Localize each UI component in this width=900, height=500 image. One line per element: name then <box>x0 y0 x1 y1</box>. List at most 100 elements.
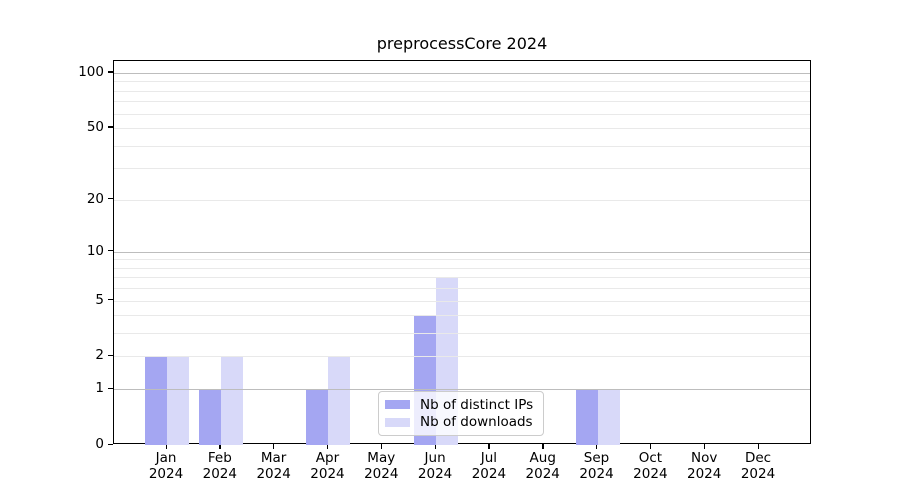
gridline-minor-30 <box>114 168 810 170</box>
gridline-minor-5 <box>114 300 810 302</box>
x-tick-mark-oct <box>649 444 652 449</box>
gridline-minor-3 <box>114 333 810 335</box>
y-tick-label-5: 5 <box>95 291 104 308</box>
x-tick-month: May <box>367 450 396 466</box>
x-tick-year: 2024 <box>740 466 776 482</box>
x-tick-month: Jul <box>480 450 498 466</box>
x-tick-month: Oct <box>638 450 663 466</box>
x-tick-month: Aug <box>529 450 556 466</box>
gridline-minor-60 <box>114 113 810 115</box>
x-tick-month: Dec <box>744 450 772 466</box>
bar-jan-ips <box>145 356 167 445</box>
x-tick-year: 2024 <box>686 466 722 482</box>
y-tick-label-20: 20 <box>86 190 104 207</box>
legend-label: Nb of downloads <box>420 414 533 431</box>
gridline-major-1 <box>114 389 810 391</box>
x-tick-label-may: May 2024 <box>349 450 413 482</box>
y-tick-mark-0 <box>108 443 113 445</box>
gridline-minor-40 <box>114 145 810 147</box>
x-tick-label-apr: Apr 2024 <box>295 450 359 482</box>
y-tick-mark-1 <box>108 387 113 389</box>
y-tick-mark-50 <box>108 126 113 128</box>
x-tick-label-jan: Jan 2024 <box>134 450 198 482</box>
x-tick-year: 2024 <box>256 466 291 482</box>
x-tick-label-aug: Aug 2024 <box>511 450 575 482</box>
x-tick-year: 2024 <box>525 466 560 482</box>
x-tick-month: Nov <box>690 450 718 466</box>
legend-entry-ips: Nb of distinct IPs <box>385 396 537 413</box>
x-tick-month: Apr <box>315 450 340 466</box>
x-tick-year: 2024 <box>310 466 345 482</box>
x-tick-mark-jan <box>165 444 167 449</box>
legend-entry-downloads: Nb of downloads <box>385 414 537 431</box>
gridline-major-10 <box>114 251 810 253</box>
x-tick-mark-jul <box>488 444 490 449</box>
bar-sep-downloads <box>597 389 620 445</box>
y-tick-label-100: 100 <box>78 63 104 80</box>
x-tick-mark-dec <box>757 444 759 449</box>
x-tick-mark-nov <box>703 444 705 449</box>
y-tick-label-0: 0 <box>95 436 104 452</box>
gridline-minor-9 <box>114 259 810 261</box>
x-tick-mark-jun <box>434 444 436 449</box>
legend-label: Nb of distinct IPs <box>420 396 534 413</box>
gridline-minor-7 <box>114 277 810 279</box>
x-tick-label-sep: Sep 2024 <box>565 450 629 482</box>
gridline-major-100 <box>114 72 810 74</box>
x-tick-label-nov: Nov 2024 <box>672 450 736 482</box>
y-tick-mark-20 <box>108 198 113 200</box>
x-tick-mark-aug <box>542 444 544 449</box>
x-tick-year: 2024 <box>633 466 668 482</box>
x-tick-year: 2024 <box>417 466 453 482</box>
x-tick-year: 2024 <box>202 466 237 482</box>
y-tick-label-10: 10 <box>86 242 104 259</box>
gridline-minor-6 <box>114 288 810 290</box>
x-tick-mark-apr <box>326 444 329 449</box>
x-tick-label-oct: Oct 2024 <box>618 450 682 482</box>
x-tick-year: 2024 <box>364 466 399 482</box>
x-tick-mark-sep <box>596 444 598 449</box>
gridline-minor-4 <box>114 315 810 317</box>
x-tick-label-feb: Feb 2024 <box>188 450 252 482</box>
gridline-minor-8 <box>114 267 810 269</box>
legend-swatch-downloads <box>385 417 410 427</box>
x-tick-month: Mar <box>260 450 287 466</box>
x-tick-year: 2024 <box>471 466 507 482</box>
legend: Nb of distinct IPs Nb of downloads <box>378 391 544 436</box>
gridline-minor-50 <box>114 127 810 129</box>
gridline-minor-90 <box>114 81 810 83</box>
y-tick-label-2: 2 <box>95 347 104 364</box>
x-tick-label-dec: Dec 2024 <box>726 450 790 482</box>
x-tick-mark-feb <box>219 444 221 449</box>
bar-jan-downloads <box>167 356 189 445</box>
gridline-minor-80 <box>114 90 810 92</box>
y-tick-mark-10 <box>108 250 113 252</box>
y-tick-mark-5 <box>108 299 113 301</box>
x-tick-label-jun: Jun 2024 <box>403 450 467 482</box>
bar-feb-downloads <box>220 356 243 445</box>
y-tick-label-50: 50 <box>86 118 104 135</box>
x-tick-month: Jun <box>424 450 446 466</box>
gridline-minor-70 <box>114 101 810 103</box>
x-tick-mark-may <box>380 444 383 449</box>
chart-title: preprocessCore 2024 <box>376 34 548 53</box>
y-tick-label-1: 1 <box>95 380 104 397</box>
bar-apr-downloads <box>328 356 351 445</box>
x-tick-label-mar: Mar 2024 <box>242 450 306 482</box>
bar-apr-ips <box>306 389 329 445</box>
plot-area: Nb of distinct IPs Nb of downloads <box>113 60 811 445</box>
gridline-minor-20 <box>114 199 810 201</box>
x-tick-year: 2024 <box>148 466 184 482</box>
x-tick-month: Feb <box>207 450 232 466</box>
x-tick-month: Sep <box>583 450 610 466</box>
x-tick-mark-mar <box>273 444 275 449</box>
bar-feb-ips <box>198 389 221 445</box>
gridline-minor-2 <box>114 356 810 358</box>
x-tick-label-jul: Jul 2024 <box>457 450 521 482</box>
x-tick-year: 2024 <box>579 466 614 482</box>
x-tick-month: Jan <box>155 450 177 466</box>
y-tick-mark-2 <box>108 354 113 357</box>
legend-swatch-ips <box>385 400 410 410</box>
y-tick-mark-100 <box>108 71 113 73</box>
